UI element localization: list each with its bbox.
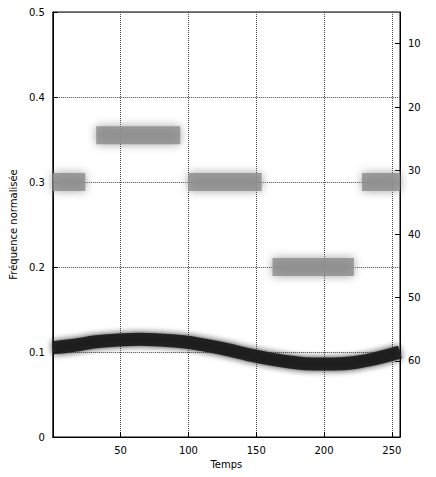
svg-text:150: 150	[247, 445, 266, 456]
svg-text:0.4: 0.4	[29, 92, 45, 103]
svg-text:200: 200	[315, 445, 334, 456]
svg-text:30: 30	[408, 165, 421, 176]
svg-text:10: 10	[408, 38, 421, 49]
svg-text:100: 100	[179, 445, 198, 456]
svg-text:20: 20	[408, 102, 421, 113]
svg-text:40: 40	[408, 229, 421, 240]
svg-text:0.5: 0.5	[29, 7, 45, 18]
svg-text:50: 50	[408, 292, 421, 303]
svg-text:Temps: Temps	[209, 459, 242, 470]
svg-text:50: 50	[114, 445, 127, 456]
svg-text:0.2: 0.2	[29, 262, 45, 273]
svg-text:0.1: 0.1	[29, 347, 45, 358]
svg-text:250: 250	[382, 445, 401, 456]
svg-text:0.3: 0.3	[29, 177, 45, 188]
svg-text:60: 60	[408, 355, 421, 366]
svg-text:0: 0	[38, 432, 44, 443]
svg-text:Fréquence normalisée: Fréquence normalisée	[8, 169, 19, 279]
